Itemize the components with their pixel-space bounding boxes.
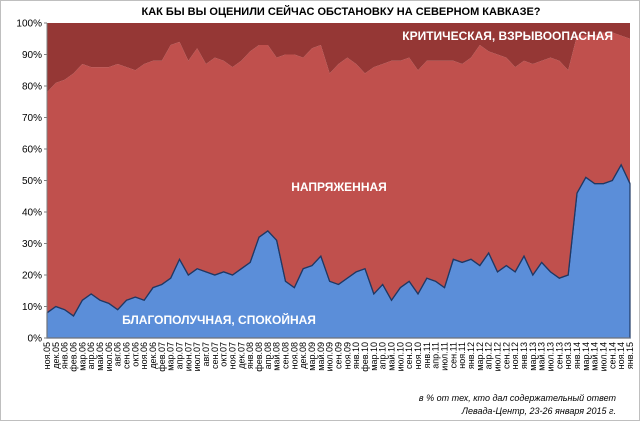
x-tick-label: мар.09: [307, 342, 317, 371]
x-tick-label: сен.06: [122, 342, 132, 369]
x-tick-label: мар.13: [528, 342, 538, 371]
x-tick-label: фев.06: [69, 342, 79, 372]
x-tick-label: ноя.05: [42, 342, 52, 369]
x-tick-label: сен.11: [448, 342, 458, 368]
annotation-source: Левада-Центр, 23-26 января 2015 г.: [461, 406, 616, 416]
x-tick-label: апр.06: [86, 342, 96, 369]
series-boundary-line: [46, 163, 631, 317]
x-tick-label: июл.13: [546, 342, 556, 371]
x-tick-label: мар.14: [581, 342, 591, 371]
x-tick-label: июл.14: [599, 342, 609, 371]
x-tick-label: июл.07: [192, 342, 202, 371]
annotation-note: в % от тех, кто дал содержательный ответ: [419, 393, 617, 403]
x-tick-label: май.10: [387, 342, 397, 371]
y-tick-label: 70%: [22, 113, 42, 124]
x-tick-label: июл.11: [440, 342, 450, 371]
y-tick-label: 10%: [22, 302, 42, 313]
x-tick-label: ноя.13: [563, 342, 573, 369]
series-label-1: БЛАГОПОЛУЧНАЯ, СПОКОЙНАЯ: [122, 312, 316, 327]
x-tick-label: мар.06: [77, 342, 87, 371]
x-tick-label: май.08: [272, 342, 282, 371]
y-tick-label: 30%: [22, 239, 42, 250]
x-tick-label: сен.14: [607, 342, 617, 369]
y-tick-label: 50%: [22, 176, 42, 187]
x-tick-label: ноя.10: [413, 342, 423, 369]
x-tick-label: дек.05: [51, 342, 61, 369]
x-tick-label: июл.10: [395, 342, 405, 371]
axes-group: 0%10%20%30%40%50%60%70%80%90%100%ноя.05д…: [16, 19, 635, 372]
x-tick-label: ноя.07: [228, 342, 238, 369]
x-tick-label: апр.12: [484, 342, 494, 369]
x-tick-label: янв.11: [422, 342, 432, 368]
x-tick-label: ноя.12: [510, 342, 520, 369]
y-tick-label: 40%: [22, 208, 42, 219]
x-tick-label: дек.08: [298, 342, 308, 369]
y-tick-label: 20%: [22, 271, 42, 282]
x-tick-label: апр.08: [263, 342, 273, 369]
x-tick-label: апр.10: [378, 342, 388, 369]
x-tick-label: мар.10: [369, 342, 379, 371]
area-series-group: [46, 23, 631, 339]
x-tick-label: янв.08: [245, 342, 255, 369]
x-tick-label: ноя.08: [289, 342, 299, 369]
x-tick-label: май.13: [537, 342, 547, 371]
x-tick-label: янв.10: [351, 342, 361, 369]
x-tick-label: май.09: [316, 342, 326, 371]
x-tick-label: май.06: [95, 342, 105, 371]
series-label-2: НАПРЯЖЕННАЯ: [291, 180, 387, 194]
x-tick-label: окт.06: [130, 342, 140, 367]
series-labels-group: БЛАГОПОЛУЧНАЯ, СПОКОЙНАЯ НАПРЯЖЕННАЯ КРИТИ…: [122, 29, 613, 327]
x-tick-label: ноя.09: [342, 342, 352, 369]
x-tick-label: дек.07: [236, 342, 246, 369]
x-tick-label: июл.09: [325, 342, 335, 371]
x-tick-label: сен.07: [210, 342, 220, 369]
x-tick-label: фев.07: [157, 342, 167, 372]
y-tick-label: 0%: [28, 334, 43, 345]
x-tick-label: янв.15: [625, 342, 635, 369]
x-tick-label: янв.12: [466, 342, 476, 369]
x-tick-label: июл.06: [104, 342, 114, 371]
series-label-3: КРИТИЧЕСКАЯ, ВЗРЫВООПАСНАЯ: [402, 29, 613, 43]
x-tick-label: сен.09: [334, 342, 344, 369]
x-tick-label: янв.13: [519, 342, 529, 369]
area-series-3: [47, 23, 630, 93]
x-tick-label: авг.06: [113, 342, 123, 366]
y-tick-label: 80%: [22, 82, 42, 93]
x-tick-label: дек.06: [148, 342, 158, 369]
x-tick-label: окт.07: [219, 342, 229, 367]
x-tick-label: фев.08: [254, 342, 264, 372]
area-series-2: [47, 32, 630, 316]
x-tick-label: фев.10: [360, 342, 370, 372]
x-tick-label: янв.06: [60, 342, 70, 369]
x-tick-label: апр.07: [175, 342, 185, 369]
x-tick-label: июл.12: [493, 342, 503, 371]
y-tick-label: 100%: [16, 19, 42, 30]
x-tick-label: ноя.11: [457, 342, 467, 369]
x-tick-label: сен.12: [501, 342, 511, 369]
x-tick-label: ноя.14: [616, 342, 626, 369]
x-tick-label: мар.12: [475, 342, 485, 371]
x-tick-label: янв.14: [572, 342, 582, 369]
x-tick-label: июн.07: [183, 342, 193, 371]
x-tick-label: сен.10: [404, 342, 414, 369]
y-tick-label: 90%: [22, 50, 42, 61]
x-tick-label: сен.08: [281, 342, 291, 369]
x-tick-label: сен.13: [554, 342, 564, 369]
x-tick-label: ноя.06: [139, 342, 149, 369]
x-tick-label: май.14: [590, 342, 600, 371]
chart-title: КАК БЫ ВЫ ОЦЕНИЛИ СЕЙЧАС ОБСТАНОВКУ НА С…: [141, 5, 540, 18]
x-tick-label: авг.07: [201, 342, 211, 366]
x-tick-label: мар.07: [166, 342, 176, 371]
y-tick-label: 60%: [22, 145, 42, 156]
x-tick-label: апр.11: [431, 342, 441, 369]
